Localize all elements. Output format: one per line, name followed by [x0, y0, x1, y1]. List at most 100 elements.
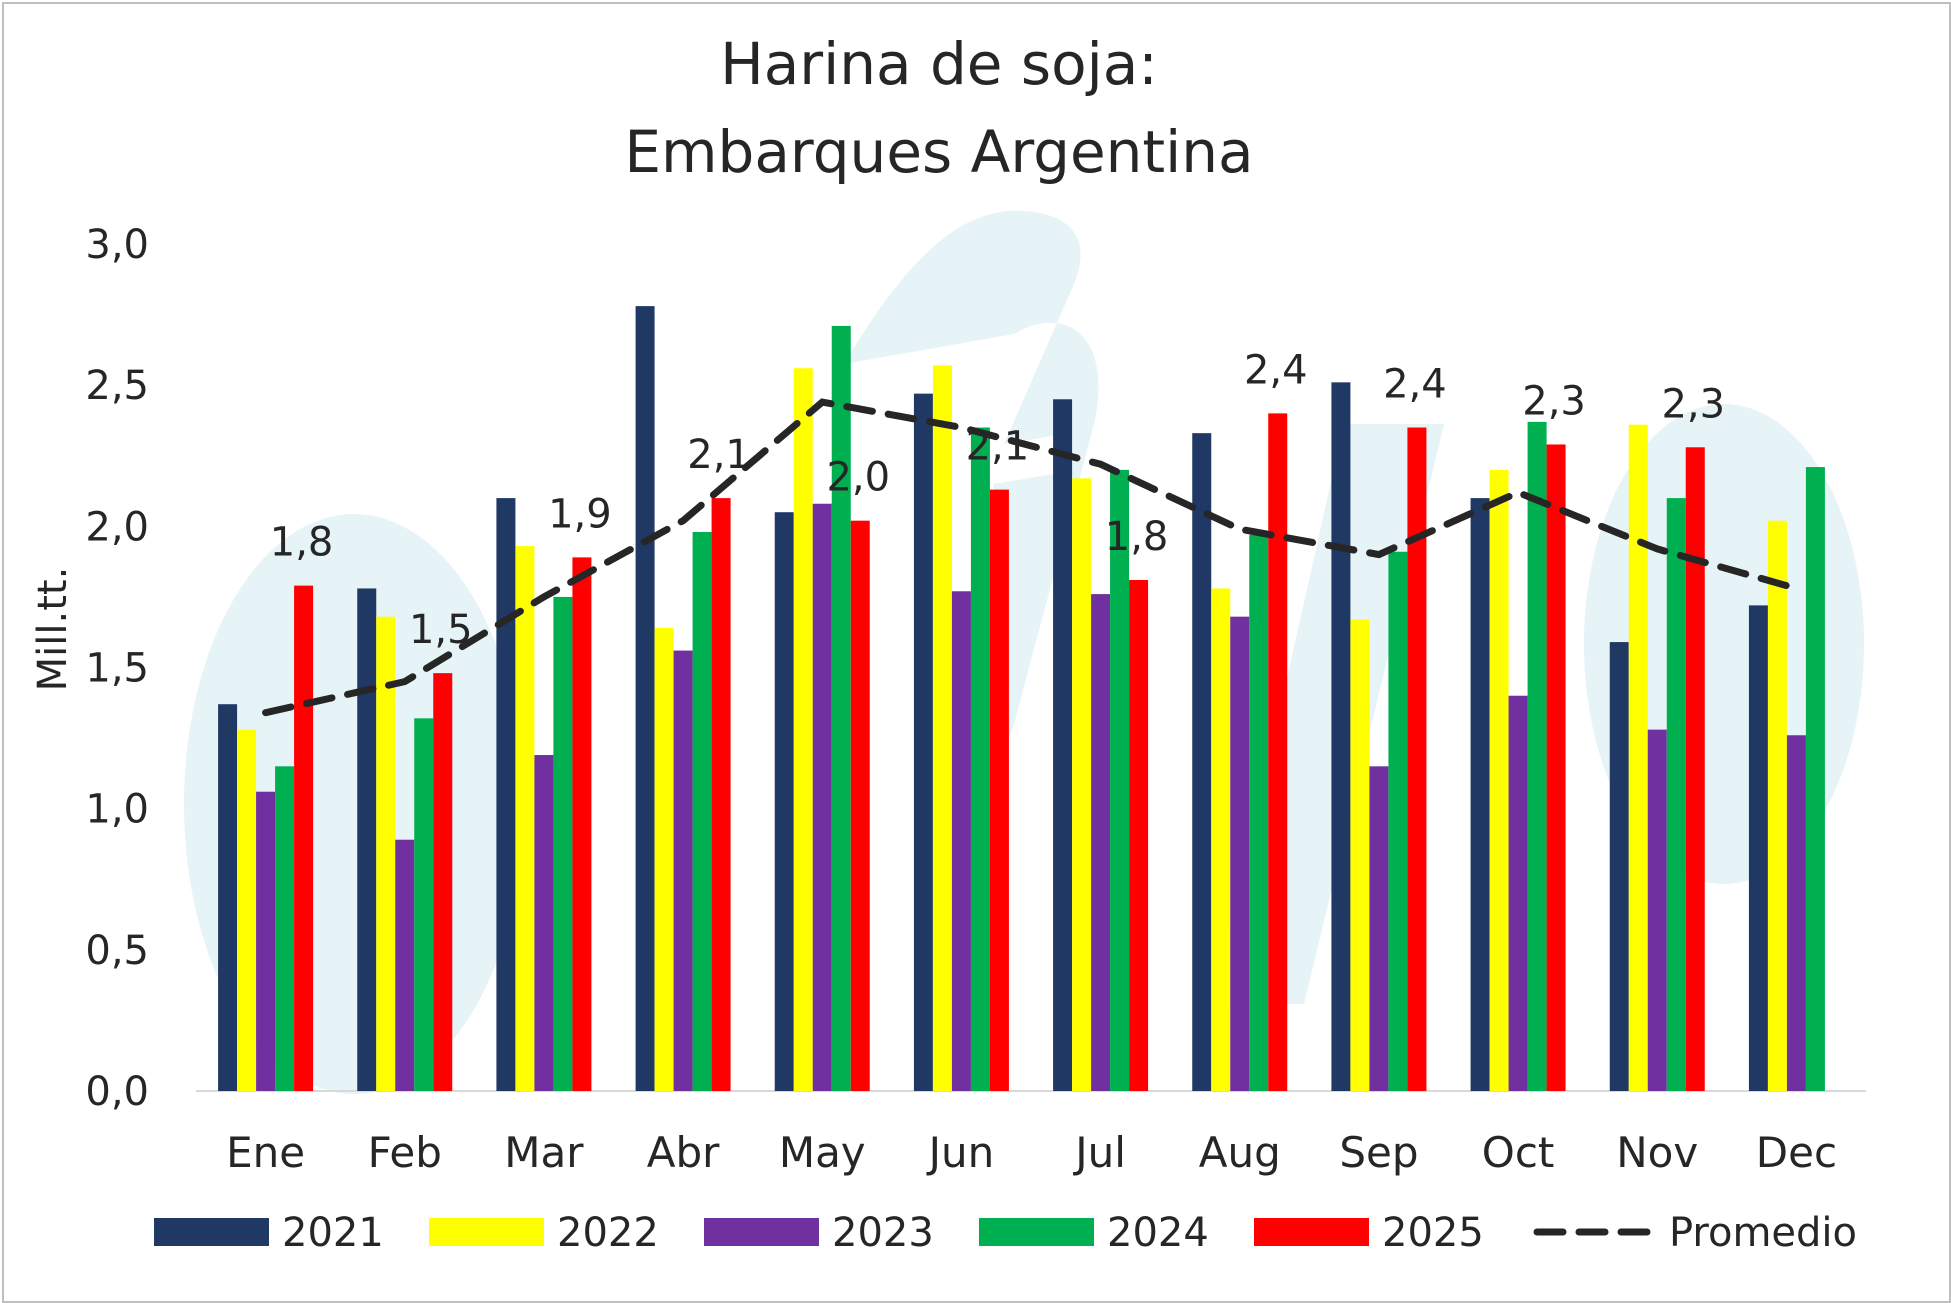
bar-2021-Sep: [1331, 382, 1351, 1091]
y-axis-label: Mill.tt.: [30, 567, 76, 692]
y-tick-label: 0,0: [85, 1069, 149, 1115]
bar-2021-Mar: [496, 498, 516, 1092]
bar-2023-Jul: [1091, 594, 1111, 1091]
bar-2022-Oct: [1489, 469, 1509, 1091]
bar-2021-Abr: [635, 306, 655, 1091]
bar-2021-Dec: [1748, 605, 1768, 1091]
category-label-Abr: Abr: [647, 1128, 720, 1177]
bar-2021-Jun: [913, 393, 933, 1091]
bar-2024-Aug: [1249, 534, 1269, 1091]
bar-2024-Nov: [1666, 498, 1686, 1092]
bar-2024-Sep: [1388, 551, 1408, 1091]
bar-2023-Ene: [256, 791, 276, 1091]
bar-2024-May: [831, 325, 851, 1091]
legend-swatch-2024: [979, 1218, 1094, 1246]
category-label-Jun: Jun: [926, 1128, 995, 1177]
y-tick-label: 3,0: [85, 222, 149, 268]
category-label-Sep: Sep: [1339, 1128, 1418, 1177]
chart-svg: Harina de soja: Embarques Argentina Mill…: [30, 30, 1866, 1256]
bar-2025-Feb: [433, 673, 453, 1091]
bar-2025-Oct: [1546, 444, 1566, 1091]
legend-label-2023: 2023: [832, 1210, 934, 1256]
y-tick-label: 1,5: [85, 646, 149, 692]
bar-2024-Oct: [1527, 421, 1547, 1091]
category-label-May: May: [779, 1128, 866, 1177]
legend-label-2024: 2024: [1107, 1210, 1209, 1256]
bar-2025-May: [850, 520, 870, 1091]
data-label-Aug: 2,4: [1244, 347, 1308, 393]
bar-2023-May: [812, 503, 832, 1091]
legend-label-2025: 2025: [1382, 1210, 1484, 1256]
bar-2024-Mar: [553, 596, 573, 1091]
bar-2023-Jun: [951, 591, 971, 1091]
y-tick-label: 1,0: [85, 787, 149, 833]
data-label-Oct: 2,3: [1522, 378, 1586, 424]
bar-2021-Feb: [357, 588, 377, 1091]
data-label-Feb: 1,5: [409, 607, 473, 653]
bar-2021-Ene: [218, 704, 238, 1091]
bar-2023-Nov: [1647, 729, 1667, 1091]
category-label-Oct: Oct: [1482, 1128, 1555, 1177]
bar-2023-Oct: [1508, 695, 1528, 1091]
bar-2022-Feb: [376, 616, 396, 1091]
bar-2022-Nov: [1628, 424, 1648, 1091]
bar-2022-Sep: [1350, 619, 1370, 1091]
category-label-Mar: Mar: [504, 1128, 584, 1177]
data-label-Nov: 2,3: [1661, 381, 1725, 427]
data-label-Ene: 1,8: [270, 520, 334, 566]
bar-2025-Jul: [1129, 579, 1149, 1091]
data-labels-group: 1,8 1,5 1,9 2,1 2,0 2,1 1,8 2,4 2,4 2,3 2,3: [270, 347, 1725, 653]
bar-2022-Mar: [515, 546, 535, 1091]
bar-2022-May: [793, 368, 813, 1091]
category-labels: Ene Feb Mar Abr May Jun Jul Aug Sep Oct Nov Dec: [226, 1128, 1837, 1177]
bar-2024-Jul: [1110, 469, 1130, 1091]
bar-2025-Jun: [989, 489, 1009, 1091]
category-label-Nov: Nov: [1616, 1128, 1698, 1177]
bar-2024-Jun: [970, 427, 990, 1091]
data-label-Abr: 2,1: [687, 432, 751, 478]
category-label-Jul: Jul: [1072, 1128, 1126, 1177]
category-label-Dec: Dec: [1756, 1128, 1837, 1177]
y-tick-label: 0,5: [85, 928, 149, 974]
bar-2023-Abr: [673, 650, 693, 1091]
data-label-Jul: 1,8: [1105, 514, 1169, 560]
y-tick-label: 2,5: [85, 363, 149, 409]
bar-2024-Feb: [414, 718, 434, 1091]
average-line-group: [262, 398, 1800, 717]
bar-2025-Ene: [294, 585, 314, 1091]
bar-2025-Abr: [711, 498, 731, 1092]
bar-2021-Aug: [1192, 433, 1212, 1091]
bar-2024-Dec: [1805, 467, 1825, 1091]
bar-2025-Sep: [1407, 427, 1427, 1091]
bar-2022-Dec: [1767, 520, 1787, 1091]
bar-2025-Mar: [572, 557, 592, 1091]
data-label-Mar: 1,9: [548, 491, 612, 537]
data-label-Sep: 2,4: [1383, 362, 1447, 408]
legend: 2021 2022 2023 2024 2025 Promedio: [154, 1210, 1857, 1256]
legend-swatch-2025: [1254, 1218, 1369, 1246]
bar-2022-Jul: [1072, 478, 1092, 1091]
data-label-May: 2,0: [826, 455, 890, 501]
legend-swatch-2021: [154, 1218, 269, 1246]
legend-swatch-2022: [429, 1218, 544, 1246]
legend-label-2022: 2022: [557, 1210, 659, 1256]
bar-2023-Dec: [1786, 735, 1806, 1091]
legend-label-2021: 2021: [282, 1210, 384, 1256]
chart-title-line-1: Harina de soja:: [720, 30, 1158, 98]
bar-2023-Aug: [1230, 616, 1250, 1091]
bar-2022-Ene: [237, 729, 257, 1091]
bar-2023-Mar: [534, 755, 554, 1091]
legend-label-promedio: Promedio: [1669, 1210, 1857, 1256]
bar-2021-May: [774, 512, 794, 1091]
bar-2025-Aug: [1268, 413, 1288, 1091]
average-line: [262, 398, 1800, 717]
bar-2021-Nov: [1609, 642, 1629, 1091]
data-label-Jun: 2,1: [966, 424, 1030, 470]
chart-title-line-2: Embarques Argentina: [624, 118, 1253, 186]
legend-swatch-2023: [704, 1218, 819, 1246]
bar-2023-Feb: [395, 839, 415, 1091]
bars-group: [218, 306, 1825, 1092]
y-tick-label: 2,0: [85, 504, 149, 550]
bar-2022-Aug: [1211, 588, 1231, 1091]
